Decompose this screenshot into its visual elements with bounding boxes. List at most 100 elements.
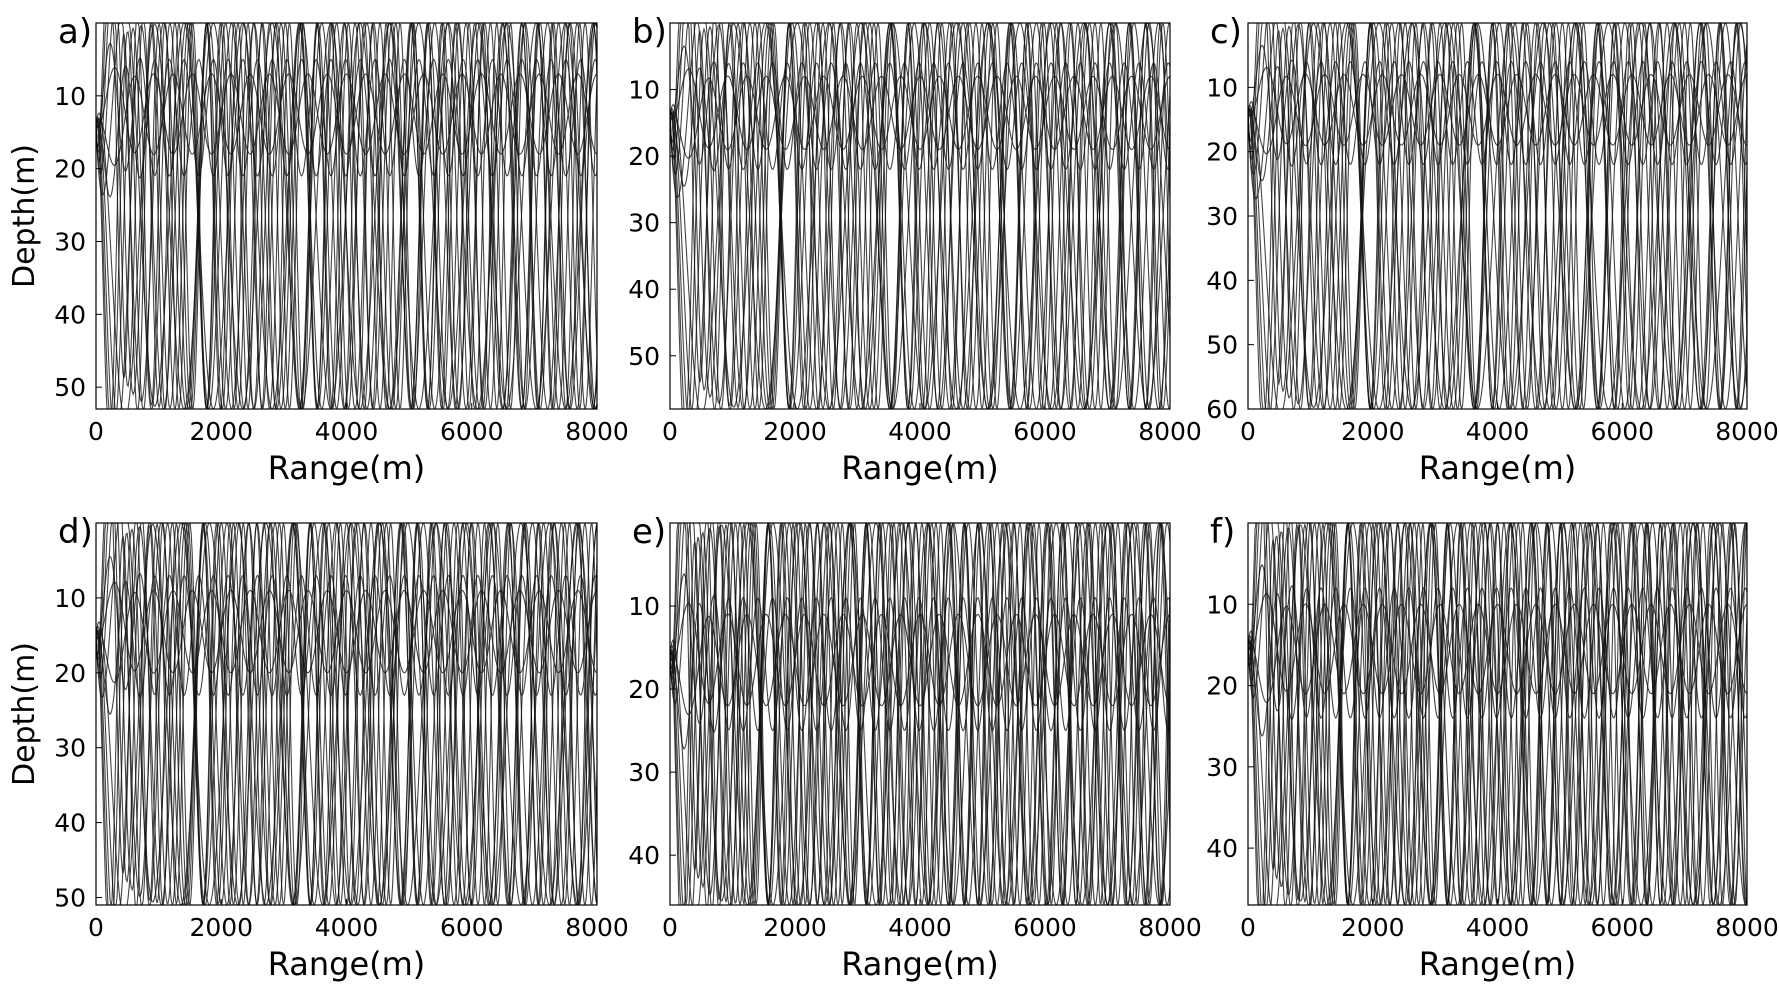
panel-f: 0 2000 4000 6000 8000 10 20 30 40 f) Range(m) — [1206, 512, 1779, 983]
ray-path — [670, 23, 1170, 409]
x-axis-label: Range(m) — [841, 945, 999, 983]
x-tick-label: 6000 — [440, 417, 504, 446]
x-tick-label: 2000 — [1341, 417, 1405, 446]
x-tick-label: 4000 — [1466, 913, 1530, 942]
y-tick-label: 20 — [1206, 138, 1238, 167]
ray-fan — [96, 523, 597, 905]
y-tick-label: 40 — [1206, 266, 1238, 295]
ray-path — [96, 523, 597, 905]
x-tick-label: 8000 — [1715, 417, 1779, 446]
plot-frame — [1247, 22, 1748, 410]
y-tick-label: 10 — [54, 82, 86, 111]
x-tick-label: 4000 — [315, 913, 379, 942]
y-tick-label: 10 — [628, 76, 660, 105]
panel-label: d) — [58, 512, 93, 552]
ray-path — [1248, 44, 1747, 166]
x-tick-label: 6000 — [1590, 417, 1654, 446]
ray-path — [1248, 23, 1747, 409]
ray-path — [96, 523, 597, 905]
y-tick-label: 40 — [628, 275, 660, 304]
x-tick-label: 2000 — [189, 417, 253, 446]
x-tick-label: 0 — [662, 417, 678, 446]
x-tick-label: 8000 — [565, 417, 629, 446]
ray-fan — [1248, 23, 1747, 409]
y-tick-label: 20 — [54, 659, 86, 688]
ray-path — [96, 523, 597, 905]
x-axis-label: Range(m) — [1419, 945, 1577, 983]
x-axis-label: Range(m) — [268, 449, 426, 487]
y-tick-label: 40 — [628, 841, 660, 870]
x-tick-label: 4000 — [315, 417, 379, 446]
ray-path — [1248, 23, 1747, 409]
ray-path — [96, 23, 597, 409]
ray-path — [1248, 23, 1747, 409]
ray-path — [670, 23, 1170, 409]
ray-path — [96, 523, 597, 905]
ray-fan — [670, 523, 1170, 905]
y-tick-label: 20 — [628, 142, 660, 171]
ray-path — [1248, 523, 1747, 905]
ray-path — [670, 62, 1170, 188]
y-tick-label: 50 — [628, 342, 660, 371]
ray-path — [96, 555, 597, 697]
ray-path — [96, 523, 597, 905]
x-tick-label: 8000 — [1138, 417, 1202, 446]
y-axis-label: Depth(m) — [7, 144, 42, 288]
y-tick-label: 30 — [1206, 202, 1238, 231]
x-tick-label: 8000 — [1138, 913, 1202, 942]
x-tick-label: 8000 — [565, 913, 629, 942]
ray-path — [96, 42, 597, 177]
panel-b: 0 2000 4000 6000 8000 10 20 30 40 50 b) Range(m) — [628, 12, 1202, 487]
ray-path — [1248, 23, 1747, 409]
y-tick-label: 40 — [54, 809, 86, 838]
ray-fan — [1248, 523, 1747, 905]
ray-path — [96, 23, 597, 409]
ray-fan — [96, 23, 597, 409]
y-tick-label: 10 — [1206, 73, 1238, 102]
y-tick-label: 20 — [54, 155, 86, 184]
x-tick-label: 0 — [662, 913, 678, 942]
x-tick-label: 4000 — [1466, 417, 1530, 446]
ray-path — [670, 523, 1170, 905]
panel-d: 0 2000 4000 6000 8000 10 20 30 40 50 d) Range(m) Dep… — [7, 512, 629, 983]
ray-path — [1248, 23, 1747, 409]
y-tick-label: 20 — [628, 675, 660, 704]
y-axis-label: Depth(m) — [7, 642, 42, 786]
panel-label: f) — [1210, 512, 1235, 552]
y-tick-label: 50 — [54, 884, 86, 913]
x-tick-label: 4000 — [888, 417, 952, 446]
ray-path — [1248, 23, 1747, 409]
y-tick-label: 40 — [54, 300, 86, 329]
y-tick-label: 30 — [628, 209, 660, 238]
x-axis-label: Range(m) — [268, 945, 426, 983]
ray-path — [1248, 23, 1747, 409]
x-tick-label: 0 — [88, 913, 104, 942]
y-tick-label: 20 — [1206, 672, 1238, 701]
y-tick-label: 50 — [1206, 331, 1238, 360]
ray-path — [670, 596, 1170, 750]
panel-c: 0 2000 4000 6000 8000 10 20 30 40 50 60 c) Range(m) — [1206, 12, 1779, 487]
y-tick-label: 10 — [628, 592, 660, 621]
x-axis-label: Range(m) — [841, 449, 999, 487]
y-tick-label: 50 — [54, 373, 86, 402]
x-tick-label: 2000 — [763, 913, 827, 942]
ray-path — [670, 75, 1170, 159]
panel-label: c) — [1210, 12, 1242, 52]
ray-path — [670, 23, 1170, 409]
ray-path — [670, 613, 1170, 716]
ray-path — [670, 23, 1170, 409]
y-tick-label: 10 — [54, 584, 86, 613]
panel-label: b) — [632, 12, 667, 52]
ray-fan — [670, 23, 1170, 409]
ray-path — [670, 23, 1170, 409]
y-tick-label: 30 — [54, 227, 86, 256]
x-tick-label: 6000 — [1013, 913, 1077, 942]
ray-path — [670, 523, 1170, 905]
x-tick-label: 2000 — [1341, 913, 1405, 942]
x-axis-label: Range(m) — [1419, 449, 1577, 487]
x-tick-label: 2000 — [189, 913, 253, 942]
y-tick-label: 30 — [1206, 753, 1238, 782]
ray-path — [96, 523, 597, 905]
x-tick-label: 0 — [1240, 913, 1256, 942]
